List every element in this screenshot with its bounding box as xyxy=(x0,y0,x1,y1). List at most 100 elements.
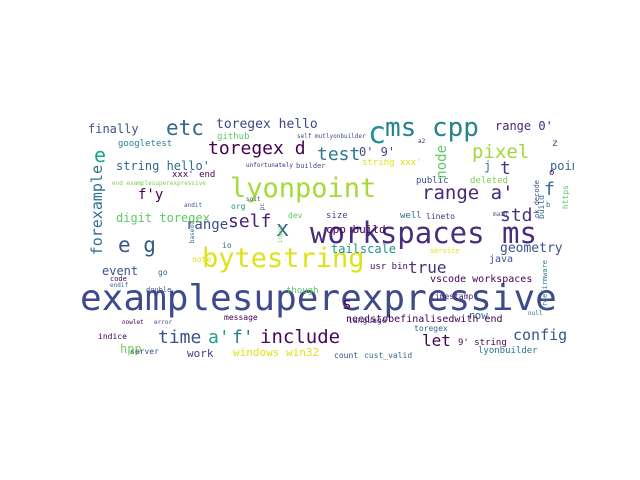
cloud-word: vscode workspaces xyxy=(430,274,533,285)
cloud-word: e xyxy=(94,143,107,167)
cloud-word: string hello' xyxy=(116,159,210,173)
cloud-word: self mutlyonbuilder xyxy=(297,133,366,140)
cloud-word: examplesuperexpressive xyxy=(80,278,557,319)
cloud-word: though xyxy=(286,286,319,296)
cloud-word: string xxx' xyxy=(362,158,422,168)
cloud-word: soit xyxy=(246,196,261,203)
cloud-word: c xyxy=(368,116,387,151)
cloud-word: ms cpp xyxy=(385,115,479,143)
cloud-word: event xyxy=(102,264,139,278)
cloud-word: based xyxy=(189,225,196,244)
cloud-word: j xyxy=(484,159,492,173)
cloud-word: null xyxy=(528,310,543,317)
cloud-word: workspaces ms xyxy=(310,216,537,250)
cloud-word: row xyxy=(468,309,488,322)
cloud-word: https xyxy=(561,185,570,210)
cloud-word: go xyxy=(158,268,168,277)
cloud-word: std xyxy=(500,205,533,226)
cloud-word: language xyxy=(348,316,387,325)
cloud-word: config xyxy=(513,326,568,344)
cloud-word: test xyxy=(317,144,361,165)
cloud-word: toregex d xyxy=(208,138,306,159)
cloud-word: geometry xyxy=(500,241,563,256)
cloud-word: endif xyxy=(110,282,129,289)
cloud-word: etc xyxy=(166,116,204,140)
cloud-word: double xyxy=(146,286,172,294)
cloud-word: code xyxy=(110,275,127,283)
cloud-word: tailscale xyxy=(331,242,397,256)
cloud-word: org xyxy=(231,202,246,211)
cloud-word: range xyxy=(186,217,229,233)
cloud-word: size xyxy=(326,211,348,221)
cloud-word: andit xyxy=(184,202,203,209)
cloud-word: ok decode xyxy=(533,180,541,218)
cloud-word: main xyxy=(493,211,508,218)
cloud-word: lineto xyxy=(426,212,455,221)
cloud-word: f'y xyxy=(138,187,164,203)
cloud-word: deleted xyxy=(470,176,508,186)
cloud-word: io xyxy=(222,241,232,250)
cloud-word: node xyxy=(434,145,450,179)
cloud-word: time xyxy=(158,327,202,348)
cloud-word: timestamp xyxy=(430,292,474,301)
cloud-word: work xyxy=(187,347,214,360)
cloud-word: a' xyxy=(208,327,230,348)
cloud-word: server xyxy=(130,347,159,356)
cloud-word: count xyxy=(334,351,359,360)
cloud-word: lyonbuilder xyxy=(478,346,538,356)
cloud-word: point xyxy=(550,159,574,173)
cloud-word: well xyxy=(400,211,422,221)
cloud-word: range 0' xyxy=(495,119,553,133)
cloud-word: freefirmware xyxy=(541,260,549,311)
cloud-word: service xyxy=(430,247,460,255)
cloud-word: public xyxy=(416,176,449,186)
cloud-word: self xyxy=(228,211,272,232)
cloud-word: error xyxy=(154,319,173,326)
cloud-word: f' xyxy=(232,327,254,348)
cloud-word: a2 xyxy=(418,138,426,145)
cloud-word: forexample xyxy=(88,165,106,256)
cloud-word: toregex hello xyxy=(216,117,318,132)
cloud-word: input xyxy=(277,225,284,244)
cloud-word: 0' 9' xyxy=(359,145,396,159)
cloud-word: lyonpoint xyxy=(230,173,377,204)
cloud-word: usr bin xyxy=(370,262,408,272)
cloud-word: x xyxy=(276,217,290,242)
cloud-word: include xyxy=(260,326,341,348)
cloud-word: range a' xyxy=(422,182,514,204)
cloud-word: f xyxy=(544,179,555,200)
cloud-word: toregex xyxy=(414,324,448,333)
cloud-word: e g xyxy=(118,233,156,257)
cloud-word: t xyxy=(500,158,511,179)
cloud-word: dev xyxy=(288,211,303,220)
cloud-word: let xyxy=(422,331,451,350)
cloud-word: o xyxy=(549,168,555,178)
cloud-word: windows win32 xyxy=(233,346,320,359)
cloud-word: java xyxy=(489,254,514,265)
cloud-word: finally xyxy=(88,122,139,136)
cloud-word: googletest xyxy=(118,139,173,149)
cloud-word: note xyxy=(192,255,212,264)
cloud-word: indice xyxy=(98,332,127,341)
cloud-word: end examplesuperexpressive xyxy=(112,180,206,187)
cloud-word: bytestring xyxy=(202,243,365,274)
cloud-word: s xyxy=(342,294,352,313)
cloud-word: digit toregex xyxy=(116,211,210,225)
cloud-word: true xyxy=(408,258,447,277)
cloud-word: github xyxy=(217,132,250,142)
cloud-word: xxx' end xyxy=(172,170,216,180)
cloud-word: unfortunately xyxy=(246,162,293,169)
cloud-word: 9' string xyxy=(458,338,507,348)
cloud-word: builder xyxy=(296,162,326,170)
cloud-word: cust_valid xyxy=(364,351,413,360)
cloud-word: hpp xyxy=(120,342,142,356)
cloud-word: pc xyxy=(259,203,266,211)
cloud-word: nowlet xyxy=(122,319,144,326)
word-cloud: examplesuperexpressive workspaces ms lyo… xyxy=(80,115,574,365)
cloud-word: b xyxy=(546,201,551,209)
cloud-word: needstobefinalisedwith end xyxy=(346,314,503,325)
cloud-word: pixel xyxy=(472,141,530,163)
cloud-word: message xyxy=(224,313,258,322)
cloud-word: cpp build xyxy=(326,223,386,236)
cloud-word: z xyxy=(552,138,559,149)
